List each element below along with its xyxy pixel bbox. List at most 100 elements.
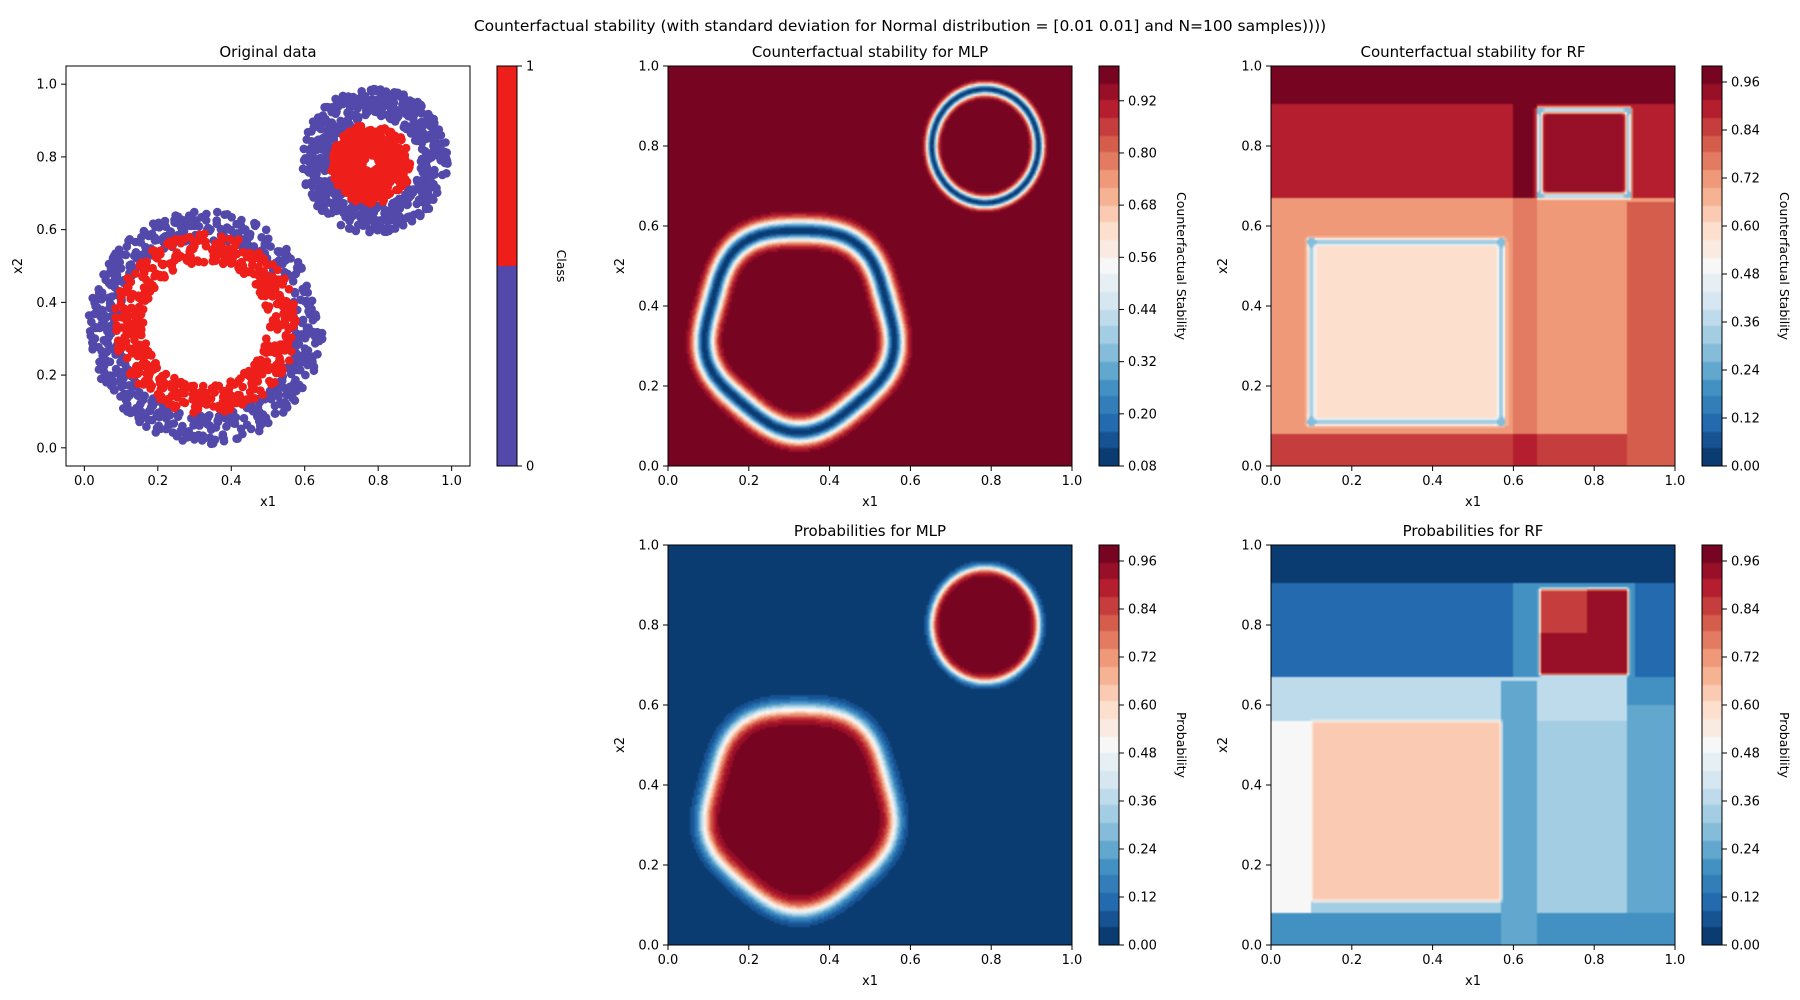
class-1-point: [342, 179, 352, 188]
class-0-point: [266, 242, 275, 251]
class-0-point: [307, 152, 317, 162]
class-1-point: [134, 291, 143, 301]
cf_mlp-colorbar-tick-label: 0.44: [1128, 303, 1157, 318]
cf_rf-colorbar-tick-label: 0.72: [1731, 172, 1760, 187]
class-0-point: [312, 329, 321, 339]
class-0-point: [105, 357, 115, 367]
class-0-point: [353, 220, 363, 230]
class-1-point: [277, 367, 287, 377]
class-1-point: [366, 198, 376, 208]
cf_rf-ytick-label: 0.4: [1241, 300, 1262, 315]
class-0-point: [132, 408, 142, 418]
class-1-point: [158, 383, 168, 393]
class-0-point: [294, 339, 304, 349]
class-0-point: [414, 195, 424, 205]
cf_mlp-ylabel: x2: [613, 258, 628, 274]
original-ylabel: x2: [11, 258, 26, 274]
class-0-point: [288, 272, 297, 281]
prob_mlp-heatmap: [668, 545, 1072, 945]
prob_rf-colorbar-tick-label: 0.96: [1731, 555, 1760, 570]
class-1-point: [335, 162, 344, 171]
cf_rf-colorbar-tick-label: 0.24: [1731, 364, 1760, 379]
class-1-point: [186, 244, 195, 254]
prob_mlp-ylabel: x2: [613, 737, 628, 753]
original-colorbar-tick-label: 1: [526, 60, 534, 75]
class-1-point: [231, 241, 240, 250]
class-0-point: [396, 92, 405, 101]
prob_mlp-colorbar-tick-label: 0.84: [1128, 603, 1157, 618]
class-0-point: [315, 336, 324, 346]
class-1-point: [401, 155, 410, 165]
class-0-point: [404, 108, 413, 118]
class-1-point: [218, 259, 228, 269]
class-0-point: [98, 361, 107, 370]
cf_mlp-xlabel: x1: [862, 495, 878, 510]
class-0-point: [426, 176, 435, 185]
class-1-point: [339, 132, 348, 141]
prob_rf-heatmap: [1271, 545, 1675, 945]
class-0-point: [107, 381, 116, 391]
class-0-point: [99, 270, 108, 279]
class-1-point: [370, 149, 380, 158]
prob_rf-colorbar-tick-label: 0.00: [1731, 939, 1760, 954]
class-0-point: [436, 156, 446, 165]
prob_rf-xtick-label: 0.6: [1503, 953, 1524, 968]
class-0-point: [255, 421, 265, 431]
class-1-point: [176, 377, 186, 387]
class-0-point: [304, 323, 313, 333]
class-1-point: [125, 369, 135, 379]
class-0-point: [270, 401, 280, 411]
class-1-point: [359, 195, 368, 204]
class-0-point: [342, 94, 351, 104]
class-1-point: [133, 351, 143, 361]
original-ytick-label: 0.8: [36, 150, 57, 165]
class-0-point: [318, 185, 328, 195]
prob_rf-ytick-label: 0.4: [1241, 779, 1262, 794]
class-1-point: [143, 285, 152, 294]
class-0-point: [309, 362, 319, 372]
prob_mlp-axes-frame: [667, 544, 1073, 946]
class-0-point: [344, 224, 354, 233]
class-0-point: [233, 434, 242, 443]
class-0-point: [279, 247, 289, 257]
class-0-point: [380, 205, 390, 215]
class-0-point: [194, 222, 204, 231]
class-0-point: [213, 207, 222, 217]
class-1-point: [222, 388, 232, 398]
class-1-point: [357, 167, 366, 176]
cf_mlp-colorbar-tick-label: 0.92: [1128, 94, 1157, 109]
class-0-point: [156, 424, 165, 434]
class-1-point: [144, 373, 153, 382]
class-1-point: [120, 332, 129, 342]
class-0-point: [103, 326, 112, 336]
class-0-point: [246, 424, 256, 434]
prob_mlp-colorbar-tick-label: 0.96: [1128, 555, 1157, 570]
prob_rf-colorbar-frame: [1701, 544, 1723, 946]
class-1-point: [138, 342, 147, 351]
class-0-point: [319, 197, 328, 206]
original-colorbar-label: Class: [554, 250, 569, 283]
class-0-point: [406, 129, 416, 138]
cf_mlp-ytick-label: 0.0: [638, 460, 659, 475]
class-1-point: [258, 390, 268, 400]
prob_mlp-colorbar-label: Probability: [1174, 712, 1189, 779]
class-1-point: [245, 394, 255, 404]
class-0-point: [179, 226, 189, 236]
prob_mlp-ytick-label: 0.4: [638, 779, 659, 794]
class-0-point: [151, 222, 160, 232]
class-0-point: [294, 380, 304, 390]
class-0-point: [418, 168, 428, 177]
class-0-point: [410, 136, 420, 145]
class-0-point: [398, 100, 407, 109]
class-1-point: [248, 382, 257, 391]
class-1-point: [285, 313, 295, 322]
class-1-point: [370, 183, 380, 193]
class-0-point: [236, 221, 246, 230]
cf_mlp-colorbar-frame: [1098, 65, 1120, 467]
class-1-point: [360, 151, 370, 160]
class-0-point: [226, 225, 235, 235]
class-0-point: [376, 111, 386, 121]
class-1-point: [275, 292, 285, 302]
cf_rf-ylabel: x2: [1216, 258, 1231, 274]
class-1-point: [232, 398, 241, 408]
